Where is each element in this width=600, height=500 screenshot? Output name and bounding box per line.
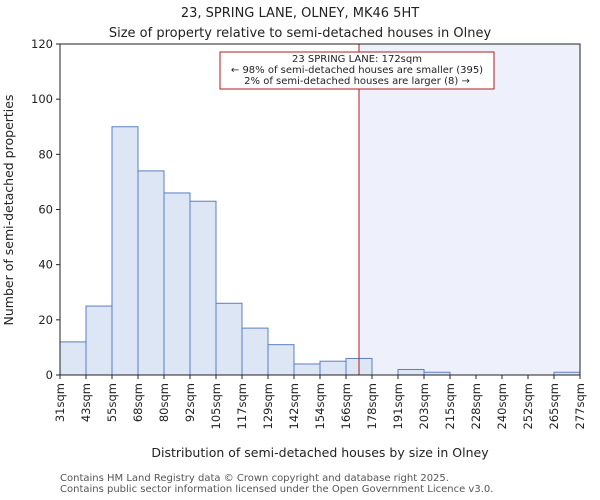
chart-title: 23, SPRING LANE, OLNEY, MK46 5HT xyxy=(181,6,419,21)
y-tick-label: 0 xyxy=(46,368,53,382)
y-axis-ticks: 0 20 40 60 80 100 120 xyxy=(31,37,60,382)
annotation-line-2: ← 98% of semi-detached houses are smalle… xyxy=(231,65,483,76)
annotation-box xyxy=(219,51,495,90)
larger-properties-region xyxy=(359,44,580,375)
y-tick-label: 80 xyxy=(38,147,53,161)
annotation-line-1: 23 SPRING LANE: 172sqm xyxy=(292,54,422,65)
x-tick-label: 129sqm xyxy=(261,383,275,429)
bar-92sqm xyxy=(189,200,217,376)
x-tick-label: 215sqm xyxy=(443,383,457,429)
annotation-line-3: 2% of semi-detached houses are larger (8… xyxy=(244,76,470,87)
y-tick-label: 120 xyxy=(31,37,53,51)
x-tick-label: 252sqm xyxy=(521,383,535,429)
bar-80sqm xyxy=(163,192,191,376)
y-tick-label: 60 xyxy=(38,203,53,217)
x-tick-label: 142sqm xyxy=(287,383,301,429)
bar-68sqm xyxy=(137,170,165,376)
x-tick-label: 43sqm xyxy=(79,383,93,422)
x-tick-label: 178sqm xyxy=(365,383,379,429)
bar-129sqm xyxy=(267,344,295,376)
chart: 23, SPRING LANE, OLNEY, MK46 5HT Size of… xyxy=(1,6,587,460)
bar-191sqm xyxy=(397,368,425,376)
x-tick-label: 31sqm xyxy=(53,383,67,422)
bar-31sqm xyxy=(59,341,87,376)
x-tick-label: 228sqm xyxy=(469,383,483,429)
x-tick-label: 191sqm xyxy=(391,383,405,429)
property-annotation: 23 SPRING LANE: 172sqm ← 98% of semi-det… xyxy=(219,51,495,90)
x-tick-label: 240sqm xyxy=(495,383,509,429)
y-axis-label: Number of semi-detached properties xyxy=(1,95,16,326)
y-tick-label: 40 xyxy=(38,258,53,272)
footer-licence-line: Contains public sector information licen… xyxy=(60,484,494,495)
x-tick-label: 265sqm xyxy=(547,383,561,429)
y-tick-label: 20 xyxy=(38,313,53,327)
bar-43sqm xyxy=(85,305,113,376)
footer-copyright-line: Contains HM Land Registry data © Crown c… xyxy=(60,473,449,484)
x-axis-ticks: 31sqm 43sqm 55sqm 68sqm 80sqm 92sqm 105sqm 117s… xyxy=(53,375,587,429)
x-tick-label: 92sqm xyxy=(183,383,197,422)
x-tick-label: 80sqm xyxy=(157,383,171,422)
x-tick-label: 68sqm xyxy=(131,383,145,422)
bar-142sqm xyxy=(293,363,321,376)
x-tick-label: 277sqm xyxy=(573,383,587,429)
x-tick-label: 55sqm xyxy=(105,383,119,422)
bar-105sqm xyxy=(215,302,243,376)
bar-55sqm xyxy=(111,126,139,376)
x-tick-label: 154sqm xyxy=(313,383,327,429)
bars-group xyxy=(59,126,581,376)
x-tick-label: 203sqm xyxy=(417,383,431,429)
x-tick-label: 166sqm xyxy=(339,383,353,429)
x-axis-label: Distribution of semi-detached houses by … xyxy=(151,445,489,460)
x-tick-label: 117sqm xyxy=(235,383,249,429)
x-tick-label: 105sqm xyxy=(209,383,223,429)
bar-154sqm xyxy=(319,360,347,376)
bar-117sqm xyxy=(241,327,269,376)
chart-subtitle: Size of property relative to semi-detach… xyxy=(109,26,492,41)
y-tick-label: 100 xyxy=(31,92,53,106)
